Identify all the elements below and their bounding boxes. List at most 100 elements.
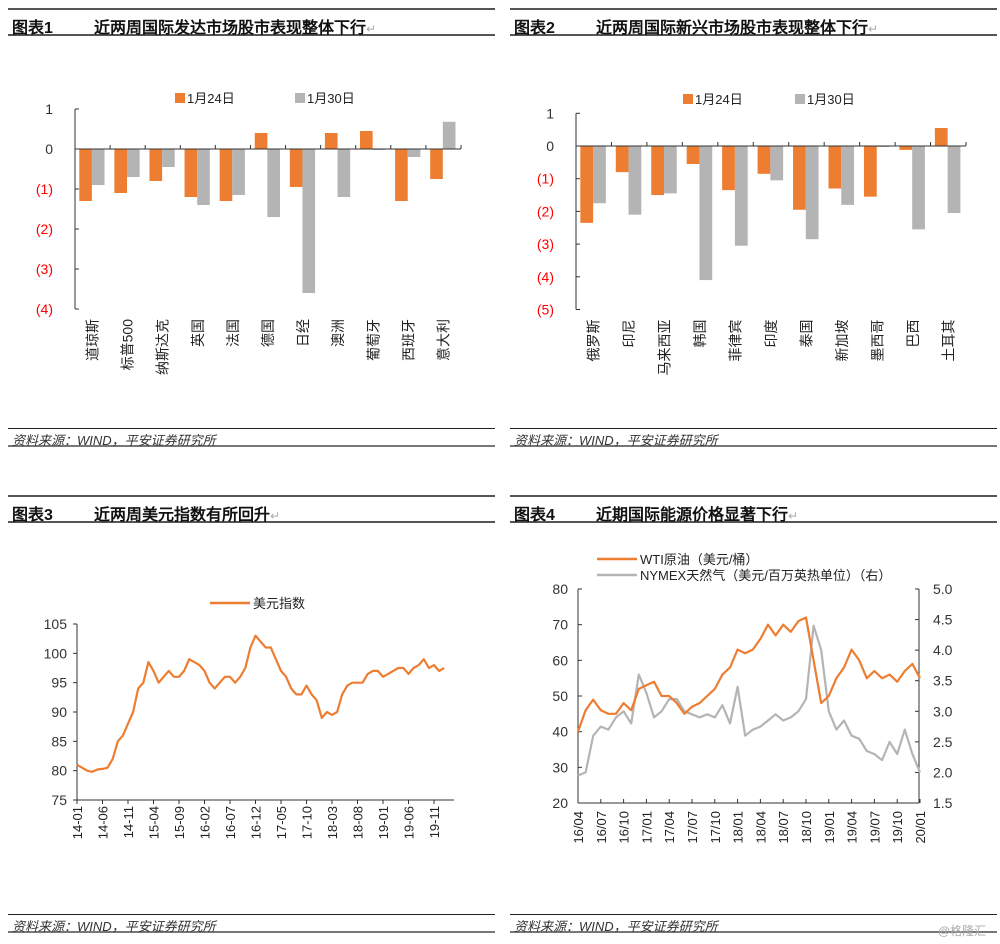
bar	[734, 146, 748, 246]
legend-label: 1月24日	[187, 91, 235, 106]
x-tick-label: 马来西亚	[657, 320, 673, 376]
y-tick-label: (4)	[537, 269, 554, 285]
x-tick-label: 17/04	[662, 811, 677, 844]
y-tick-label-right: 4.0	[933, 642, 953, 658]
x-tick-label: 17/07	[685, 811, 700, 844]
figure-title: 近两周美元指数有所回升↵	[94, 501, 280, 525]
bar	[699, 146, 713, 281]
y-tick-label: 90	[51, 704, 67, 720]
x-tick-label: 西班牙	[400, 319, 416, 361]
x-tick-label: 澳洲	[330, 319, 346, 347]
figure-title: 近期国际能源价格显著下行↵	[596, 501, 798, 525]
y-tick-label: (4)	[36, 301, 53, 317]
figure-number: 图表4	[514, 507, 555, 524]
legend-label: NYMEX天然气（美元/百万英热单位）（右）	[640, 568, 891, 583]
figure-title: 近两周国际新兴市场股市表现整体下行↵	[596, 14, 878, 38]
x-tick-label: 18/10	[799, 811, 814, 844]
x-tick-label: 18-08	[351, 806, 366, 839]
legend-label: 1月30日	[307, 91, 355, 106]
y-tick-label-right: 2.5	[933, 734, 953, 750]
y-tick-label: 0	[45, 141, 53, 157]
x-tick-label: 英国	[190, 319, 206, 347]
bar	[580, 146, 594, 223]
y-tick-label-left: 60	[552, 652, 568, 668]
x-tick-label: 20/01	[913, 811, 928, 844]
series-line	[76, 634, 445, 773]
x-tick-label: 泰国	[798, 320, 814, 348]
series-line	[577, 624, 922, 777]
figure-3-source: 资料来源：WIND，平安证券研究所	[8, 914, 495, 934]
x-tick-label: 19/07	[867, 811, 882, 844]
x-tick-label: 19/04	[845, 811, 860, 844]
y-tick-label-right: 1.5	[933, 795, 953, 811]
x-tick-label: 19/01	[822, 811, 837, 844]
bar	[615, 146, 629, 173]
bar	[757, 146, 771, 174]
bar	[91, 149, 105, 185]
x-tick-label: 纳斯达克	[155, 319, 171, 375]
y-tick-label-left: 30	[552, 759, 568, 775]
figure-title-text: 近期国际能源价格显著下行	[596, 507, 789, 524]
bar	[254, 133, 268, 149]
x-tick-label: 17/10	[708, 811, 723, 844]
y-tick-label-right: 3.0	[933, 703, 953, 719]
legend-swatch	[683, 94, 693, 104]
return-mark: ↵	[366, 22, 377, 36]
x-tick-label: 18-03	[325, 806, 340, 839]
x-tick-label: 意大利	[435, 319, 451, 361]
figure-title-text: 近两周国际新兴市场股市表现整体下行	[596, 20, 869, 37]
x-tick-label: 18/04	[753, 811, 768, 844]
x-tick-label: 印尼	[621, 320, 637, 348]
bar	[651, 146, 664, 196]
return-mark: ↵	[868, 22, 879, 36]
x-tick-label: 17/01	[639, 811, 654, 844]
y-tick-label: (3)	[36, 261, 53, 277]
y-tick-label-left: 20	[552, 795, 568, 811]
x-tick-label: 菲律宾	[728, 320, 744, 362]
bar-chart: 1 0 (1) (2) (3) (4) 道琼斯 标普500 纳斯达克 英国 法国 德国 日经 澳洲 葡萄牙 西…	[36, 91, 462, 375]
x-tick-label: 19-11	[427, 806, 442, 838]
bar	[337, 149, 351, 197]
y-tick-label-left: 50	[552, 688, 568, 704]
bar	[828, 146, 842, 189]
y-tick-label-left: 70	[552, 617, 568, 633]
source-text: 资料来源：WIND，平安证券研究所	[12, 919, 216, 934]
y-tick-label-left: 80	[552, 581, 568, 597]
x-tick-label: 印度	[763, 320, 779, 348]
watermark: @格隆汇	[938, 924, 987, 938]
line-chart-usd: 75 80 85 90 95 100 105 14-01 14-06 14-11 15-04 15-0…	[44, 596, 454, 839]
legend-swatch	[295, 93, 305, 103]
x-tick-label: 墨西哥	[869, 320, 885, 362]
y-tick-label-right: 4.5	[933, 612, 953, 628]
bar	[79, 149, 92, 201]
bar	[663, 146, 677, 194]
figure-2-source: 资料来源：WIND，平安证券研究所	[510, 428, 997, 448]
bar	[770, 146, 784, 181]
x-tick-label: 标普500	[120, 319, 136, 371]
x-tick-label: 新加坡	[834, 320, 850, 362]
x-tick-label: 15-04	[147, 806, 162, 839]
source-text: 资料来源：WIND，平安证券研究所	[12, 433, 216, 448]
y-tick-label-right: 2.0	[933, 764, 953, 780]
figure-number: 图表2	[514, 20, 555, 37]
figure-4-header: 图表4 近期国际能源价格显著下行↵	[510, 495, 997, 525]
bar	[114, 149, 128, 193]
x-tick-label: 土耳其	[940, 320, 956, 362]
x-tick-label: 17-05	[274, 806, 289, 839]
legend-swatch	[175, 93, 185, 103]
bar	[219, 149, 233, 201]
x-tick-label: 道琼斯	[85, 319, 101, 361]
x-tick-label: 19-06	[402, 806, 417, 839]
bar	[442, 121, 456, 149]
x-tick-label: 16/10	[617, 811, 632, 844]
bar	[793, 146, 806, 210]
y-tick-label-right: 3.5	[933, 673, 953, 689]
y-tick-label: 1	[546, 105, 554, 121]
y-tick-label: 105	[44, 616, 68, 632]
bar	[863, 146, 877, 197]
x-tick-label: 16-12	[249, 806, 264, 839]
y-tick-label: 85	[51, 733, 67, 749]
figure-1-header: 图表1 近两周国际发达市场股市表现整体下行↵	[8, 8, 495, 37]
bar	[149, 149, 163, 181]
